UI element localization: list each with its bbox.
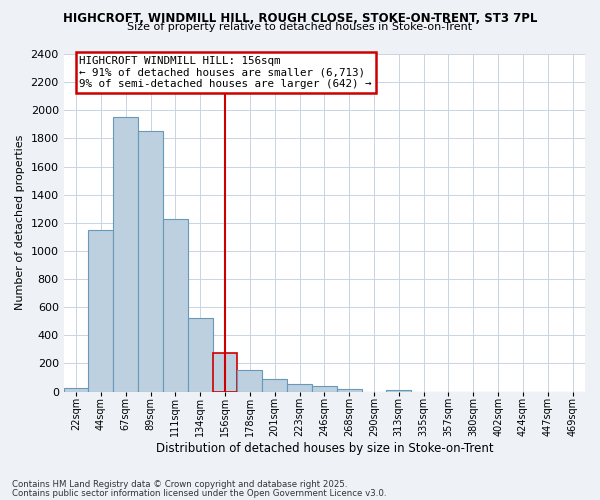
Bar — [287, 384, 312, 392]
Text: Contains HM Land Registry data © Crown copyright and database right 2025.: Contains HM Land Registry data © Crown c… — [12, 480, 347, 489]
Y-axis label: Number of detached properties: Number of detached properties — [15, 135, 25, 310]
Bar — [188, 318, 212, 392]
Bar — [212, 353, 238, 392]
Text: Size of property relative to detached houses in Stoke-on-Trent: Size of property relative to detached ho… — [127, 22, 473, 32]
Bar — [64, 388, 88, 392]
Bar — [337, 390, 362, 392]
Bar — [163, 219, 188, 392]
Text: HIGHCROFT WINDMILL HILL: 156sqm
← 91% of detached houses are smaller (6,713)
9% : HIGHCROFT WINDMILL HILL: 156sqm ← 91% of… — [79, 56, 372, 89]
Bar — [113, 118, 138, 392]
Bar — [262, 379, 287, 392]
Bar — [386, 390, 411, 392]
Bar — [238, 370, 262, 392]
X-axis label: Distribution of detached houses by size in Stoke-on-Trent: Distribution of detached houses by size … — [155, 442, 493, 455]
Bar — [312, 386, 337, 392]
Bar — [88, 230, 113, 392]
Text: HIGHCROFT, WINDMILL HILL, ROUGH CLOSE, STOKE-ON-TRENT, ST3 7PL: HIGHCROFT, WINDMILL HILL, ROUGH CLOSE, S… — [63, 12, 537, 26]
Text: Contains public sector information licensed under the Open Government Licence v3: Contains public sector information licen… — [12, 488, 386, 498]
Bar — [138, 132, 163, 392]
